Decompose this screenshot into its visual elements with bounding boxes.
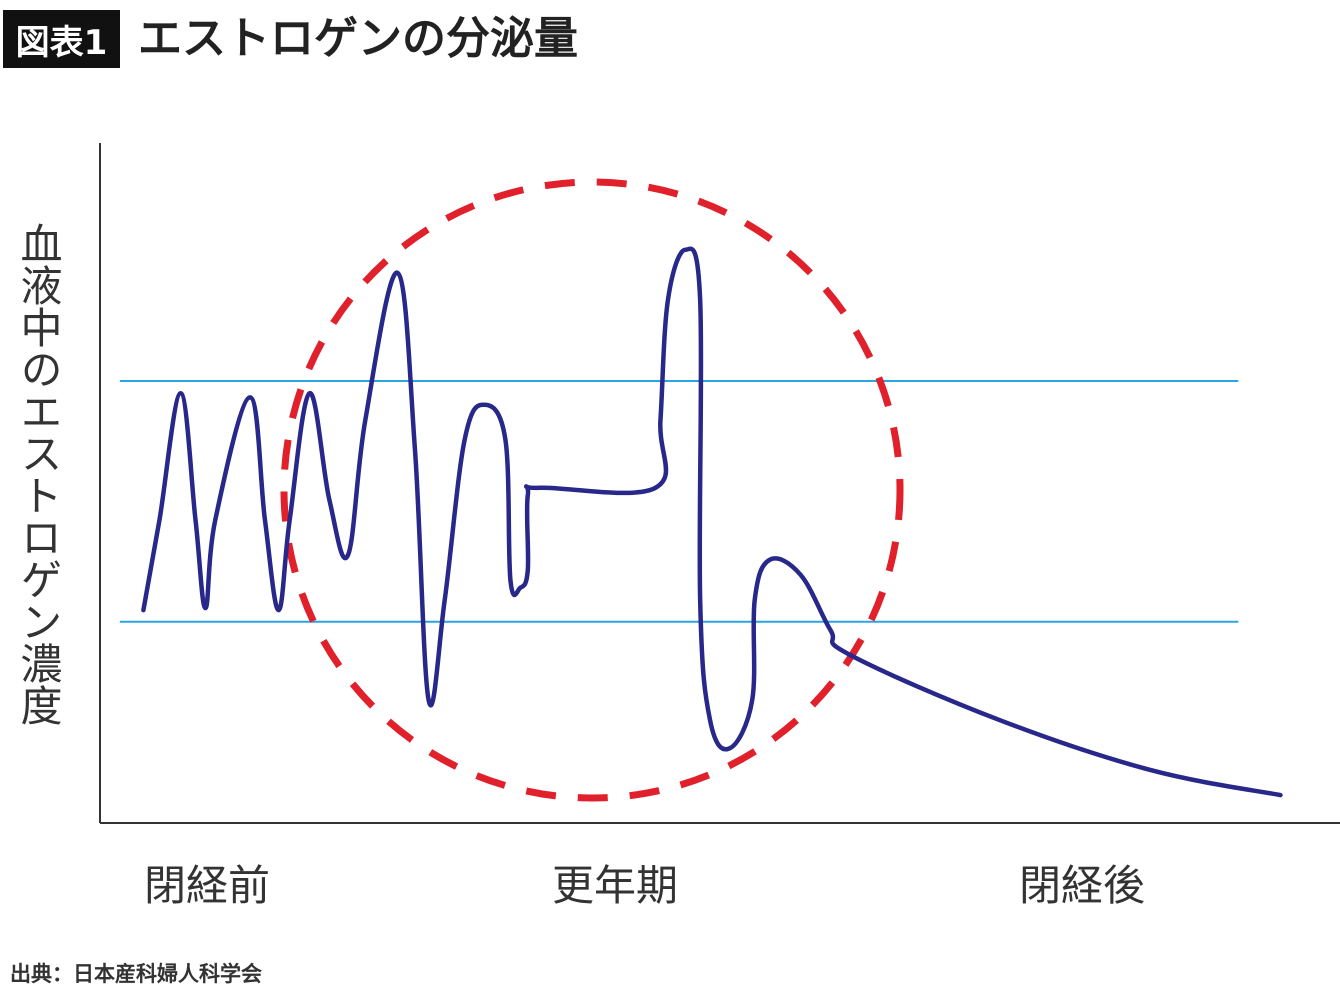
figure-badge: 図表1: [3, 10, 120, 68]
chart-title: エストロゲンの分泌量: [138, 13, 578, 64]
x-label-menopause-transition: 更年期: [551, 861, 679, 910]
source-note: 出典：日本産科婦人科学会: [10, 962, 262, 986]
x-label-premenopause: 閉経前: [143, 861, 271, 910]
estrogen-curve: [141, 246, 1283, 798]
highlight-circle: [280, 178, 904, 802]
x-label-postmenopause: 閉経後: [1018, 861, 1146, 910]
y-axis-label: 血液中のエストロゲン濃度: [14, 222, 63, 726]
